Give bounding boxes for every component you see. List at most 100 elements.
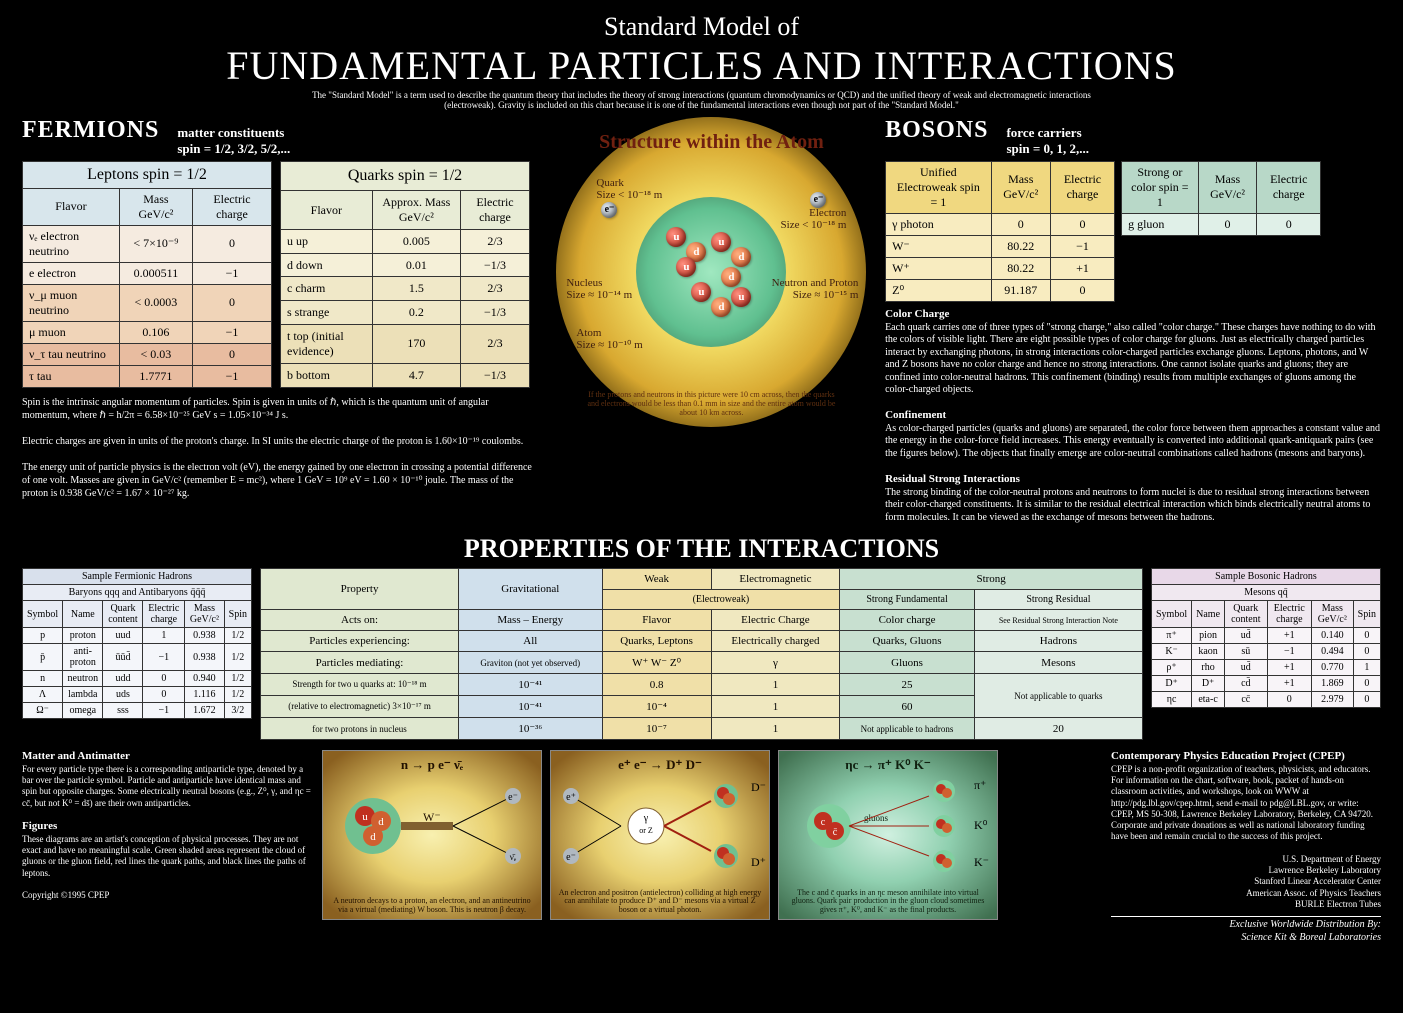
cell: 80.22	[991, 257, 1050, 279]
quarks-table: Quarks spin = 1/2 FlavorApprox. Mass GeV…	[280, 161, 530, 388]
cell: μ muon	[23, 321, 120, 343]
cell: Particles experiencing:	[261, 631, 459, 652]
col: Strong Residual	[974, 590, 1142, 610]
cell: −1/3	[460, 253, 529, 277]
cell: 0	[143, 671, 185, 687]
cell: 1/2	[224, 628, 251, 644]
cell: (relative to electromagnetic) 3×10⁻¹⁷ m	[261, 696, 459, 718]
col: Symbol	[1152, 601, 1192, 628]
cell: −1/3	[460, 364, 529, 388]
col: (Electroweak)	[602, 590, 840, 610]
feynman-diagrams: n → p e⁻ ν̄ₑ u d d W⁻ e⁻ ν̄ₑ A neutron d…	[322, 750, 1101, 944]
cell: Electrically charged	[711, 631, 840, 652]
middle-row: Sample Fermionic Hadrons Baryons qqq and…	[22, 568, 1381, 740]
cell: 1/2	[224, 687, 251, 703]
cell: anti-proton	[63, 644, 103, 671]
cell: Particles mediating:	[261, 652, 459, 674]
note: For every particle type there is a corre…	[22, 764, 311, 808]
fermionic-hadrons-table: Sample Fermionic Hadrons Baryons qqq and…	[22, 568, 252, 719]
col: Electric charge	[1267, 601, 1311, 628]
cell: 0	[192, 343, 271, 365]
cell: e electron	[23, 262, 120, 284]
cell: 60	[840, 696, 975, 718]
cell: kaon	[1192, 644, 1225, 660]
cell: 1	[711, 696, 840, 718]
cell: Electric Charge	[711, 610, 840, 631]
cell: −1	[1050, 235, 1114, 257]
col: Quark content	[1225, 601, 1268, 628]
diagram-beta-decay: n → p e⁻ ν̄ₑ u d d W⁻ e⁻ ν̄ₑ A neutron d…	[322, 750, 542, 920]
note-heading: Figures	[22, 820, 57, 832]
svg-text:K⁰: K⁰	[974, 818, 988, 832]
cell: 170	[372, 324, 460, 364]
cell: 1.116	[185, 687, 224, 703]
nucleus-label: Nucleus Size ≈ 10⁻¹⁴ m	[566, 277, 632, 301]
atom-label: Atom Size ≈ 10⁻¹⁰ m	[576, 327, 642, 351]
cell: 0	[1198, 213, 1257, 235]
svg-text:ν̄ₑ: ν̄ₑ	[510, 852, 517, 862]
electron-icon: e⁻	[601, 202, 617, 218]
annihilation-icon: e⁺ e⁻ γor Z D⁻D⁺	[551, 771, 771, 901]
cell: 10⁻⁴¹	[459, 674, 602, 696]
strong-title: Strong or color spin = 1	[1122, 161, 1199, 213]
svg-text:W⁻: W⁻	[423, 810, 441, 824]
note: Spin is the intrinsic angular momentum o…	[22, 396, 538, 422]
col: Electromagnetic	[711, 569, 840, 590]
svg-text:e⁻: e⁻	[566, 852, 576, 863]
cpep-orgs: U.S. Department of Energy Lawrence Berke…	[1111, 854, 1381, 910]
cell: p̄	[23, 644, 63, 671]
cell: d down	[281, 253, 373, 277]
cell: 0	[1257, 213, 1321, 235]
leptons-title: Leptons spin = 1/2	[23, 161, 272, 188]
svg-text:D⁻: D⁻	[751, 780, 766, 794]
cell: c charm	[281, 277, 373, 301]
cell: neutron	[63, 671, 103, 687]
col: Property	[261, 569, 459, 610]
col: Flavor	[23, 188, 120, 225]
cell: 0.770	[1312, 660, 1354, 676]
cell: K⁻	[1152, 644, 1192, 660]
cell: ud̄	[1225, 660, 1268, 676]
cell: ud̄	[1225, 628, 1268, 644]
atom-caption: If the protons and neutrons in this pict…	[586, 390, 836, 417]
cell: eta-c	[1192, 692, 1225, 708]
svg-text:π⁺: π⁺	[974, 778, 986, 792]
electroweak-table: Unified Electroweak spin = 1Mass GeV/c²E…	[885, 161, 1115, 302]
cell: omega	[63, 703, 103, 719]
col: Mass GeV/c²	[119, 188, 192, 225]
cell: Mass – Energy	[459, 610, 602, 631]
cell: 0	[991, 213, 1050, 235]
cell: Color charge	[840, 610, 975, 631]
col: Flavor	[281, 190, 373, 230]
cpep-text: CPEP is a non-profit organization of tea…	[1111, 764, 1373, 842]
diag-caption: An electron and positron (antielectron) …	[557, 889, 763, 915]
cell: 10⁻³⁶	[459, 718, 602, 740]
cell: b bottom	[281, 364, 373, 388]
svg-text:K⁻: K⁻	[974, 855, 989, 869]
cell: s strange	[281, 301, 373, 325]
col: Gravitational	[459, 569, 602, 610]
cell: < 7×10⁻⁹	[119, 225, 192, 262]
quark-d-icon: d	[711, 297, 731, 317]
bhad-title: Sample Bosonic Hadrons	[1152, 569, 1381, 585]
title-block: Standard Model of FUNDAMENTAL PARTICLES …	[22, 12, 1381, 111]
cell: 0.938	[185, 644, 224, 671]
col: Spin	[224, 601, 251, 628]
atom-glow: Structure within the Atom u d u u d d u …	[556, 117, 866, 427]
cell: Not applicable to hadrons	[840, 718, 975, 740]
cell: sss	[103, 703, 143, 719]
svg-text:c̄: c̄	[833, 827, 838, 838]
cell: −1	[192, 365, 271, 387]
col: Strong Fundamental	[840, 590, 975, 610]
cell: 1.672	[185, 703, 224, 719]
cell: 1.5	[372, 277, 460, 301]
bosons-section: BOSONS force carriers spin = 0, 1, 2,...…	[885, 117, 1381, 524]
title-line2: FUNDAMENTAL PARTICLES AND INTERACTIONS	[22, 42, 1381, 89]
col: Electric charge	[1257, 161, 1321, 213]
cell: Flavor	[602, 610, 711, 631]
cell: 3/2	[224, 703, 251, 719]
cell: ρ⁺	[1152, 660, 1192, 676]
cell: 0	[1267, 692, 1311, 708]
cell: +1	[1050, 257, 1114, 279]
fermions-sub: matter constituents spin = 1/2, 3/2, 5/2…	[177, 125, 290, 157]
